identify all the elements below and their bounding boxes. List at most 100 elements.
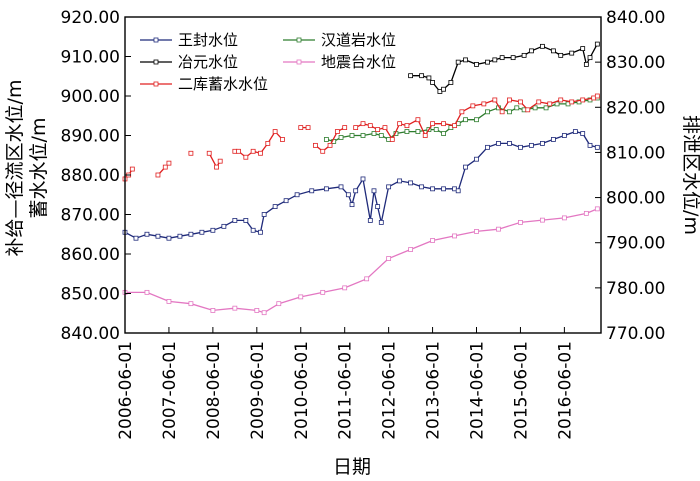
data-point	[540, 140, 545, 146]
legend-label: 二库蓄水水位	[178, 75, 268, 93]
x-tick-label: 2009-06-01	[248, 341, 268, 440]
data-point	[474, 117, 479, 123]
data-point	[583, 210, 589, 216]
data-point	[452, 233, 457, 239]
data-point	[353, 188, 359, 194]
data-point	[558, 97, 564, 103]
data-point	[525, 107, 531, 113]
legend-label: 冶元水位	[178, 53, 238, 71]
x-tick-label: 2016-06-01	[555, 341, 575, 440]
data-point	[188, 231, 194, 237]
data-point	[426, 75, 432, 81]
data-point	[144, 289, 150, 295]
y-left-tick-label: 840.00	[61, 324, 120, 344]
legend-label: 地震台水位	[321, 53, 396, 71]
data-point	[532, 105, 538, 111]
data-point	[430, 238, 435, 243]
data-point	[561, 133, 567, 138]
x-tick-label: 2008-06-01	[204, 341, 224, 440]
data-point	[272, 129, 278, 134]
x-tick-label: 2014-06-01	[468, 341, 488, 440]
data-point	[389, 137, 395, 142]
series-line	[410, 43, 598, 93]
y-right-tick-label: 790.00	[606, 234, 665, 254]
data-point	[312, 142, 318, 148]
data-point	[463, 57, 468, 63]
data-point	[463, 164, 468, 170]
data-point	[430, 80, 435, 85]
y-right-tick-label: 780.00	[606, 279, 665, 299]
data-point	[375, 204, 381, 210]
data-point	[492, 57, 498, 63]
data-point	[455, 188, 461, 194]
data-point	[371, 188, 377, 194]
x-tick-label: 2006-06-01	[116, 341, 136, 440]
data-point	[210, 227, 216, 233]
series-line	[125, 208, 598, 314]
y-right-axis-title: 排泄区水位/m	[680, 115, 700, 235]
data-point	[463, 117, 468, 123]
y-right-tick-label: 830.00	[606, 53, 665, 73]
data-point	[572, 129, 578, 134]
x-tick-label: 2013-06-01	[424, 341, 444, 440]
data-point	[342, 125, 348, 130]
data-point	[166, 160, 172, 166]
data-point	[540, 217, 545, 223]
data-point	[166, 235, 172, 241]
data-point	[155, 233, 161, 239]
data-point	[404, 129, 410, 134]
data-point	[415, 129, 421, 134]
data-point	[569, 99, 575, 105]
data-point	[265, 140, 271, 146]
data-point	[232, 305, 238, 311]
data-point	[441, 86, 446, 92]
data-point	[338, 135, 344, 140]
series-4	[122, 93, 600, 182]
data-point	[455, 59, 461, 65]
legend-marker	[296, 59, 302, 65]
data-point	[261, 310, 267, 316]
data-point	[448, 80, 454, 85]
data-point	[408, 180, 414, 186]
data-point	[360, 121, 366, 127]
y-left-tick-label: 910.00	[61, 48, 120, 68]
data-point	[518, 219, 523, 225]
data-point	[580, 97, 586, 103]
data-point	[364, 276, 370, 282]
data-point	[199, 229, 205, 235]
series-1	[323, 95, 600, 144]
data-point	[345, 192, 351, 198]
data-point	[543, 105, 549, 111]
data-point	[162, 164, 168, 170]
data-point	[561, 215, 567, 221]
series-2	[408, 41, 600, 94]
data-point	[408, 73, 414, 79]
data-point	[404, 123, 410, 129]
data-point	[320, 148, 326, 154]
data-point	[474, 62, 479, 67]
y-left-tick-label: 890.00	[61, 127, 120, 147]
data-point	[217, 158, 223, 164]
data-point	[386, 256, 392, 261]
data-point	[551, 137, 556, 142]
data-point	[338, 184, 344, 190]
data-point	[129, 166, 135, 172]
data-point	[415, 117, 421, 123]
data-point	[430, 186, 435, 192]
data-point	[547, 101, 553, 107]
data-point	[367, 218, 373, 223]
data-point	[298, 294, 304, 300]
data-point	[334, 129, 340, 134]
legend-marker	[296, 37, 302, 43]
data-point	[485, 144, 490, 150]
series-3	[122, 206, 600, 316]
y-left-axis-title: 补给—径流区水位/m 蓄水水位/m	[4, 80, 50, 257]
y-left-tick-label: 860.00	[61, 245, 120, 265]
data-point	[492, 97, 498, 103]
data-point	[507, 140, 512, 146]
data-point	[386, 184, 392, 190]
data-point	[243, 218, 249, 223]
data-point	[294, 192, 300, 198]
data-point	[177, 233, 183, 239]
